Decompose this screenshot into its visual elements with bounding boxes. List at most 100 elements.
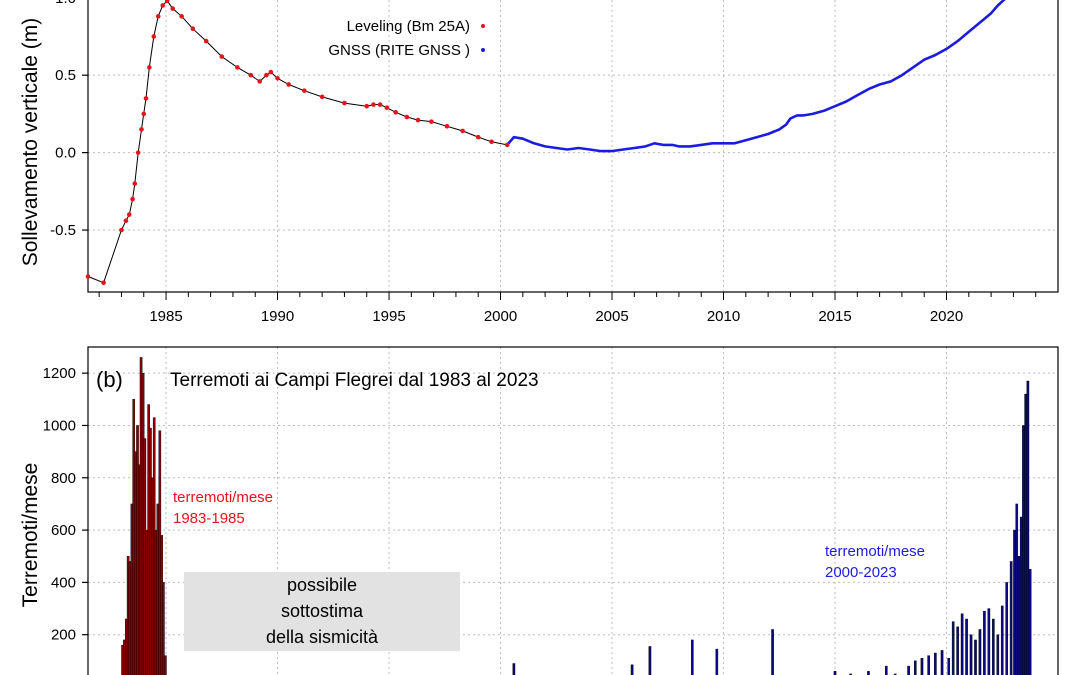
b-y-tick-label-1: 400 [51, 574, 76, 591]
b-y-tick-label-0: 200 [51, 627, 76, 644]
gray-box-background [184, 572, 460, 651]
bar-s1-16 [913, 660, 917, 675]
bar-s1-20 [940, 650, 944, 675]
leveling-point-16 [170, 6, 176, 11]
bar-s1-26 [969, 634, 973, 675]
bar-s0-22 [162, 582, 165, 675]
bar-s1-4 [630, 664, 634, 675]
bar-s1-31 [992, 618, 995, 675]
leveling-point-31 [364, 103, 370, 109]
legend-gnss-marker [481, 48, 485, 52]
panel-a-frame [87, 0, 1059, 293]
leveling-point-35 [393, 110, 399, 115]
leveling-point-24 [264, 72, 269, 78]
legend-gnss-label: GNSS (RITE GNSS ) [328, 42, 470, 59]
bar-s0-23 [164, 655, 167, 675]
leveling-point-21 [235, 65, 240, 70]
bar-s1-10 [833, 671, 837, 675]
bar-s1-7 [715, 648, 719, 675]
bar-s1-36 [1013, 529, 1016, 675]
leveling-point-14 [160, 3, 166, 8]
leveling-point-10 [143, 96, 149, 101]
panel-b-label: (b) [96, 367, 123, 392]
annotation-red-line-2: 1983-1985 [173, 510, 245, 527]
bar-s1-17 [920, 658, 924, 675]
leveling-point-13 [155, 14, 161, 19]
bar-s1-28 [978, 629, 982, 675]
leveling-point-8 [139, 127, 144, 132]
bar-s1-32 [996, 634, 1000, 675]
annotation-blue-line-1: terremoti/mese [825, 543, 925, 560]
x-tick-label-7: 2020 [930, 308, 963, 325]
bar-s1-35 [1009, 561, 1013, 675]
leveling-point-3 [123, 218, 129, 224]
leveling-point-29 [319, 94, 325, 100]
gray-box-line-1: possibile [287, 575, 357, 595]
bar-s1-21 [947, 658, 951, 675]
gray-box-line-2: sottostima [281, 601, 364, 621]
x-tick-label-3: 2000 [484, 308, 517, 325]
bar-s1-30 [987, 608, 991, 675]
bar-s1-13 [884, 665, 888, 675]
panel-a-y-label: Sollevamento verticale (m) [19, 18, 42, 267]
leveling-point-38 [429, 119, 434, 124]
leveling-point-42 [489, 139, 494, 145]
bar-s1-11 [849, 673, 852, 675]
leveling-point-18 [190, 26, 196, 32]
bar-s1-38 [1017, 556, 1021, 675]
leveling-point-34 [384, 105, 390, 111]
bar-s1-8 [771, 629, 774, 675]
bar-s1-24 [960, 613, 964, 675]
leveling-point-25 [268, 69, 274, 75]
leveling-point-22 [248, 72, 254, 78]
leveling-point-1 [101, 280, 106, 286]
x-tick-label-2: 1995 [372, 308, 405, 325]
gnss-line [506, 0, 1006, 153]
bar-s1-27 [974, 639, 977, 675]
leveling-point-43 [504, 142, 510, 148]
legend-leveling-marker [481, 24, 485, 28]
panel-b-y-ticks: 200 400 600 800 1000 1200 [43, 365, 88, 644]
x-tick-label-6: 2015 [818, 308, 851, 325]
y-tick-label-1: 0.0 [55, 145, 76, 162]
leveling-point-26 [275, 75, 280, 81]
leveling-point-7 [135, 150, 141, 155]
b-y-tick-label-3: 800 [51, 470, 76, 487]
bar-s1-19 [934, 652, 937, 675]
bar-s1-23 [956, 626, 959, 675]
bar-s1-33 [1000, 605, 1004, 675]
bar-s1-40 [1022, 425, 1025, 675]
bar-s1-0 [512, 663, 516, 675]
leveling-point-37 [415, 117, 421, 123]
panel-a-grid [88, 0, 1058, 292]
leveling-point-0 [85, 274, 91, 279]
bar-s1-12 [867, 671, 870, 675]
y-tick-label-3: 1.0 [55, 0, 76, 7]
bar-s1-18 [927, 655, 930, 675]
leveling-point-40 [460, 128, 465, 134]
bar-s1-25 [965, 618, 968, 675]
leveling-point-30 [342, 100, 347, 106]
leveling-point-41 [475, 134, 481, 140]
panel-b-bars [121, 357, 1032, 675]
y-tick-label-2: 0.5 [55, 67, 76, 84]
b-y-tick-label-2: 600 [51, 522, 76, 539]
gray-box: possibile sottostima della sismicità [184, 572, 460, 651]
leveling-point-23 [257, 79, 263, 84]
x-tick-label-0: 1985 [149, 308, 182, 325]
panel-b-title: Terremoti ai Campi Flegrei dal 1983 al 2… [170, 370, 539, 391]
leveling-point-17 [179, 14, 184, 19]
leveling-point-2 [119, 227, 124, 233]
leveling-point-36 [404, 114, 410, 120]
annotation-red-line-1: terremoti/mese [173, 489, 273, 506]
x-tick-label-5: 2010 [707, 308, 740, 325]
leveling-point-39 [444, 123, 450, 129]
panel-a-y-ticks: -0.5 0.0 0.5 1.0 [50, 0, 88, 239]
panel-b-y-label: Terremoti/mese [19, 463, 42, 608]
bar-s1-14 [893, 673, 897, 675]
x-tick-label-4: 2005 [595, 308, 628, 325]
annotation-blue-line-2: 2000-2023 [825, 564, 897, 581]
panel-a-x-ticks: 1985 1990 1995 2000 2005 2010 2015 2020 [98, 292, 1037, 325]
leveling-point-20 [219, 54, 225, 59]
